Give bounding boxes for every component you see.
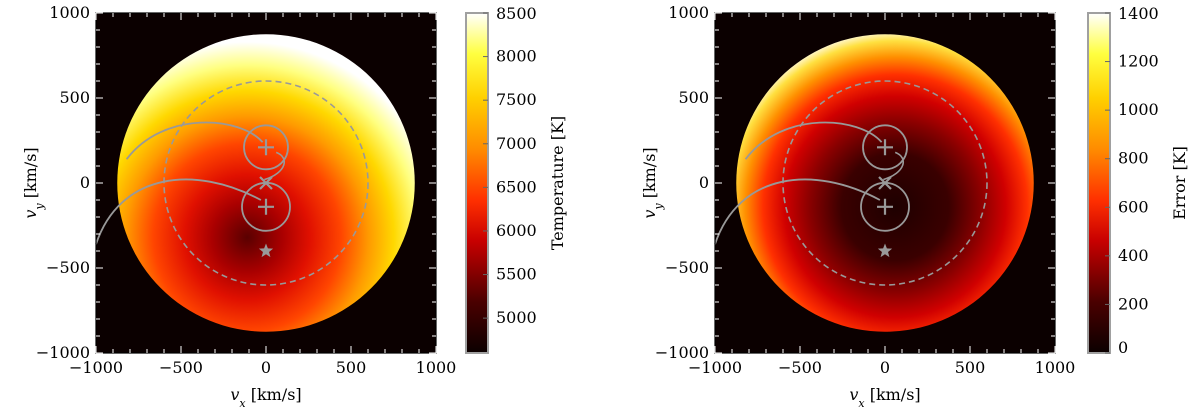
colorbar-tick-label: 5000 xyxy=(496,308,537,327)
colorbar-tick-label: 400 xyxy=(1118,246,1149,265)
upper-loop-circle xyxy=(862,124,908,171)
cross-marker xyxy=(878,176,892,190)
colorbar-tick-label: 8500 xyxy=(496,4,537,23)
trajectory-curve-lower xyxy=(714,178,881,245)
plus-marker-1 xyxy=(258,139,274,156)
colorbar-tick-label: 6500 xyxy=(496,177,537,196)
colorbar-tick-label: 200 xyxy=(1118,294,1149,313)
colorbar-tick-label: 5500 xyxy=(496,265,537,284)
colorbar-tick-label: 1000 xyxy=(1118,100,1159,119)
colorbar-tick-label: 1400 xyxy=(1118,4,1159,23)
star-marker xyxy=(258,243,274,258)
x-tick-label: −500 xyxy=(778,358,822,377)
trajectory-curve-upper xyxy=(744,121,883,160)
x-tick-label: 1000 xyxy=(1035,358,1076,377)
dashed-circle xyxy=(163,80,369,286)
plus-marker-1 xyxy=(877,139,893,156)
colorbar: 1400 1200 1000 800 600 400 200 0 Error [K] xyxy=(1087,4,1189,357)
colorbar-frame xyxy=(1087,12,1111,354)
star-marker xyxy=(877,243,893,258)
colorbar-tick-label: 6000 xyxy=(496,221,537,240)
dashed-circle xyxy=(782,80,988,286)
trajectory-curve-upper xyxy=(125,121,264,160)
colorbar-tick-label: 7500 xyxy=(496,90,537,109)
loop-connector xyxy=(264,151,286,181)
x-axis-label: vx [km/s] xyxy=(230,385,301,410)
y-tick-label: 500 xyxy=(678,88,709,107)
colorbar-label: Error [K] xyxy=(1170,146,1189,220)
colorbar-tick-label: 7000 xyxy=(496,134,537,153)
y-tick-label: −500 xyxy=(665,258,709,277)
x-tick-label: −1000 xyxy=(688,358,742,377)
colorbar-tick-label: 800 xyxy=(1118,149,1149,168)
x-tick-label: 0 xyxy=(880,358,890,377)
x-tick-label: 0 xyxy=(261,358,271,377)
colorbar-tick-label: 1200 xyxy=(1118,52,1159,71)
x-tick-label: 500 xyxy=(336,358,367,377)
x-axis-label: vx [km/s] xyxy=(849,385,920,410)
y-tick-label: −500 xyxy=(46,258,90,277)
y-axis-label: vy [km/s] xyxy=(640,147,665,218)
cross-marker xyxy=(259,176,273,190)
x-tick-label: −500 xyxy=(159,358,203,377)
upper-loop-circle xyxy=(243,124,289,171)
colorbar-tick-label: 8000 xyxy=(496,47,537,66)
colorbar-label: Temperature [K] xyxy=(548,116,567,250)
plus-marker-2 xyxy=(877,198,893,215)
colorbar-tick-label: 600 xyxy=(1118,197,1149,216)
trajectory-curve-lower xyxy=(95,178,262,245)
y-tick-label: 1000 xyxy=(668,3,709,22)
y-tick-label: −1000 xyxy=(36,343,90,362)
colorbar-gradient xyxy=(1088,13,1110,353)
colorbar-gradient xyxy=(466,13,488,353)
colorbar-tick-label: 0 xyxy=(1118,338,1128,357)
y-tick-label: 0 xyxy=(80,173,90,192)
y-tick-label: 500 xyxy=(59,88,90,107)
panel-error: −1000 −500 0 500 1000 1000 500 0 −500 −1000 vx [km… xyxy=(640,3,1189,410)
x-tick-label: −1000 xyxy=(69,358,123,377)
loop-connector xyxy=(883,151,905,181)
y-tick-label: −1000 xyxy=(655,343,709,362)
colorbar-frame xyxy=(465,12,489,354)
x-tick-label: 1000 xyxy=(416,358,457,377)
y-tick-label: 1000 xyxy=(49,3,90,22)
colorbar: 8500 8000 7500 7000 6500 6000 5500 5000 Temperat… xyxy=(465,4,567,354)
y-axis-label: vy [km/s] xyxy=(21,147,46,218)
plus-marker-2 xyxy=(258,198,274,215)
x-tick-label: 500 xyxy=(955,358,986,377)
y-tick-label: 0 xyxy=(699,173,709,192)
